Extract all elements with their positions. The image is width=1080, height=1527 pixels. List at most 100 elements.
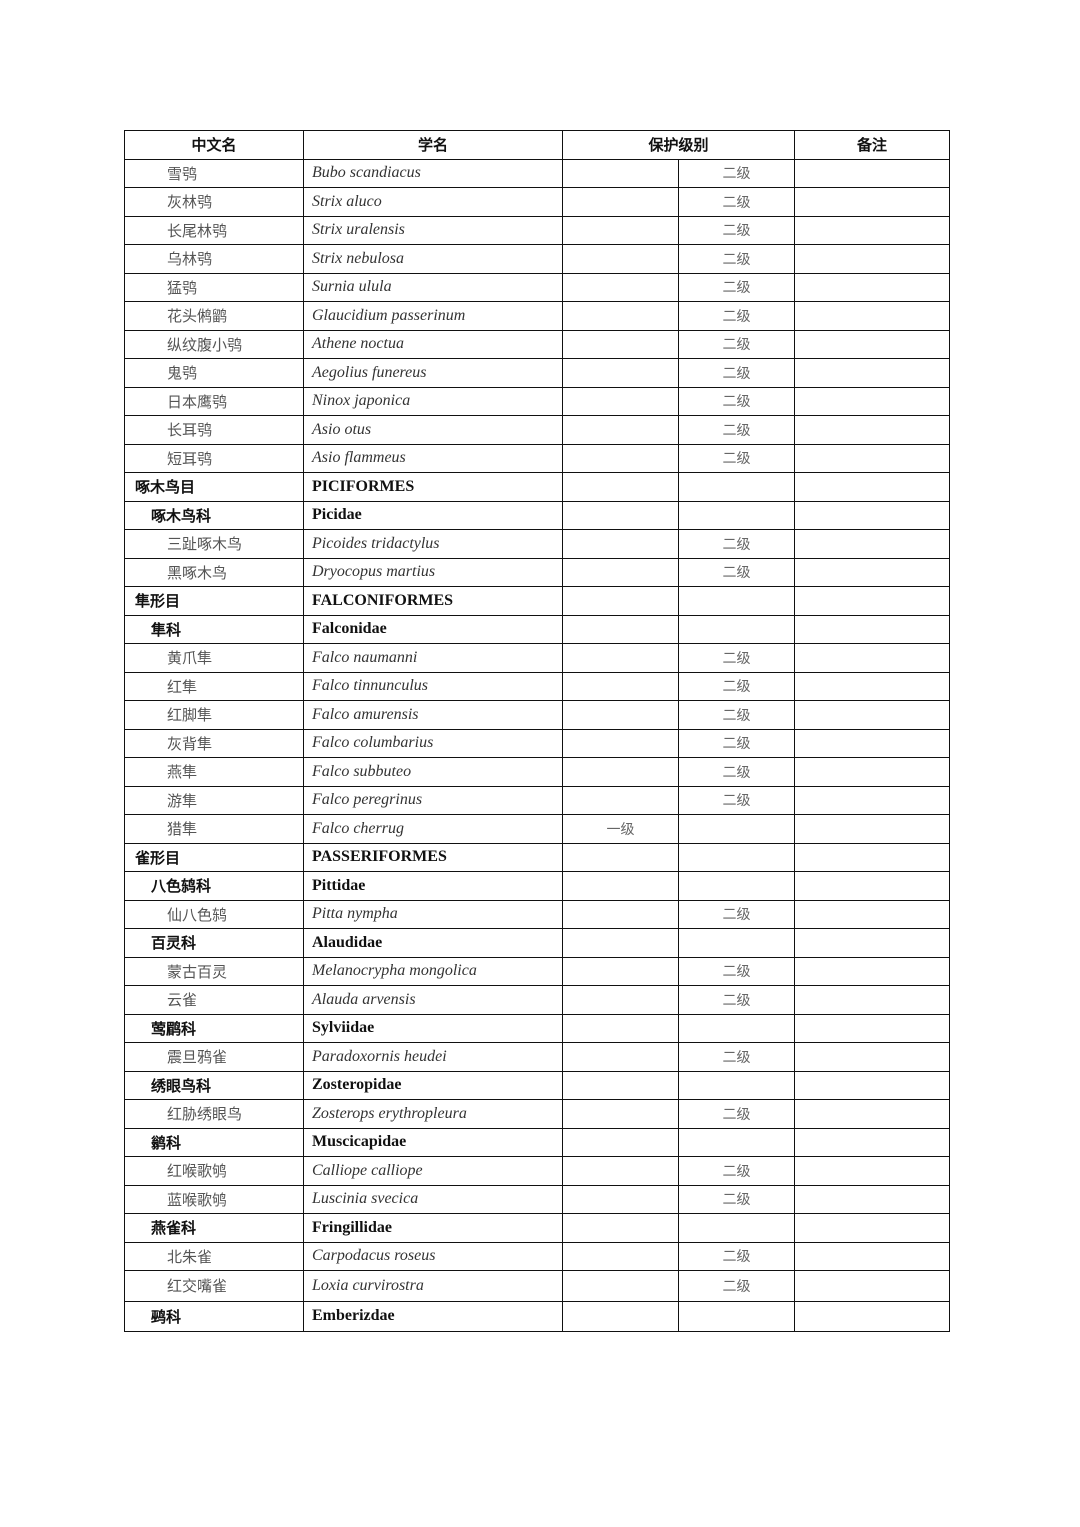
level-1-cell: 一级 [562, 814, 679, 844]
scientific-name-cell: Falco cherrug [303, 814, 563, 844]
note-cell [794, 956, 951, 986]
scientific-name-cell: Alauda arvensis [303, 985, 563, 1015]
level-1-cell [562, 1241, 679, 1271]
note-cell [794, 1156, 951, 1186]
family-row: 鹟科 Muscicapidae [124, 1127, 951, 1157]
species-row: 短耳鸮 Asio flammeus 二级 [124, 443, 951, 473]
level-2-cell [677, 1013, 796, 1043]
table-header-row: 中文名 学名 保护级别 备注 [124, 130, 951, 160]
level-2-cell [677, 871, 796, 901]
note-cell [794, 899, 951, 929]
note-cell [794, 728, 951, 758]
level-1-cell [562, 386, 679, 416]
scientific-name-cell: Strix uralensis [303, 215, 563, 245]
level-2-cell: 二级 [677, 956, 796, 986]
family-row: 燕雀科 Fringillidae [124, 1213, 951, 1243]
scientific-name-cell: Zosterops erythropleura [303, 1099, 563, 1129]
chinese-name-cell: 雀形目 [124, 842, 304, 872]
note-cell [794, 1070, 951, 1100]
level-2-cell [677, 1213, 796, 1243]
level-2-cell: 二级 [677, 301, 796, 331]
chinese-name-cell: 云雀 [124, 985, 304, 1015]
scientific-name-cell: Glaucidium passerinum [303, 301, 563, 331]
note-cell [794, 700, 951, 730]
scientific-name-cell: Picoides tridactylus [303, 529, 563, 559]
header-scientific-name: 学名 [303, 130, 563, 160]
species-row: 花头鸺鹠 Glaucidium passerinum 二级 [124, 301, 951, 331]
species-row: 红脚隼 Falco amurensis 二级 [124, 700, 951, 730]
level-2-cell: 二级 [677, 1270, 796, 1302]
note-cell [794, 842, 951, 872]
level-2-cell: 二级 [677, 1156, 796, 1186]
species-row: 长耳鸮 Asio otus 二级 [124, 415, 951, 445]
note-cell [794, 1099, 951, 1129]
species-row: 燕隼 Falco subbuteo 二级 [124, 757, 951, 787]
level-1-cell [562, 1013, 679, 1043]
scientific-name-cell: Carpodacus roseus [303, 1241, 563, 1271]
species-row: 灰林鸮 Strix aluco 二级 [124, 187, 951, 217]
species-row: 蒙古百灵 Melanocrypha mongolica 二级 [124, 956, 951, 986]
chinese-name-cell: 蒙古百灵 [124, 956, 304, 986]
level-2-cell: 二级 [677, 329, 796, 359]
level-2-cell [677, 842, 796, 872]
species-row: 三趾啄木鸟 Picoides tridactylus 二级 [124, 529, 951, 559]
level-1-cell [562, 1270, 679, 1302]
level-1-cell [562, 728, 679, 758]
scientific-name-cell: Strix nebulosa [303, 244, 563, 274]
level-1-cell [562, 842, 679, 872]
chinese-name-cell: 乌林鸮 [124, 244, 304, 274]
species-row: 红喉歌鸲 Calliope calliope 二级 [124, 1156, 951, 1186]
level-1-cell [562, 472, 679, 502]
chinese-name-cell: 鹀科 [124, 1300, 304, 1332]
level-2-cell: 二级 [677, 1184, 796, 1214]
note-cell [794, 158, 951, 188]
scientific-name-cell: Asio otus [303, 415, 563, 445]
species-row: 游隼 Falco peregrinus 二级 [124, 785, 951, 815]
order-row: 啄木鸟目 PICIFORMES [124, 472, 951, 502]
scientific-name-cell: Athene noctua [303, 329, 563, 359]
note-cell [794, 1300, 951, 1332]
note-cell [794, 386, 951, 416]
level-1-cell [562, 1184, 679, 1214]
level-2-cell: 二级 [677, 386, 796, 416]
scientific-name-cell: Calliope calliope [303, 1156, 563, 1186]
scientific-name-cell: Sylviidae [303, 1013, 563, 1043]
header-protection-level: 保护级别 [561, 130, 796, 160]
scientific-name-cell: PASSERIFORMES [303, 842, 563, 872]
chinese-name-cell: 红喉歌鸲 [124, 1156, 304, 1186]
family-row: 绣眼鸟科 Zosteropidae [124, 1070, 951, 1100]
note-cell [794, 1127, 951, 1157]
chinese-name-cell: 燕隼 [124, 757, 304, 787]
chinese-name-cell: 绣眼鸟科 [124, 1070, 304, 1100]
level-1-cell [562, 358, 679, 388]
level-1-cell [562, 1156, 679, 1186]
level-1-cell [562, 1213, 679, 1243]
note-cell [794, 358, 951, 388]
level-2-cell: 二级 [677, 443, 796, 473]
scientific-name-cell: Emberizdae [303, 1300, 563, 1332]
scientific-name-cell: PICIFORMES [303, 472, 563, 502]
scientific-name-cell: Aegolius funereus [303, 358, 563, 388]
level-2-cell: 二级 [677, 899, 796, 929]
family-row: 隼科 Falconidae [124, 614, 951, 644]
family-row: 啄木鸟科 Picidae [124, 500, 951, 530]
table-body: 雪鸮 Bubo scandiacus 二级 灰林鸮 Strix aluco 二级 长尾林鸮 S… [124, 158, 951, 1332]
note-cell [794, 785, 951, 815]
chinese-name-cell: 纵纹腹小鸮 [124, 329, 304, 359]
species-row: 猛鸮 Surnia ulula 二级 [124, 272, 951, 302]
scientific-name-cell: Fringillidae [303, 1213, 563, 1243]
level-1-cell [562, 757, 679, 787]
level-2-cell [677, 1127, 796, 1157]
note-cell [794, 301, 951, 331]
chinese-name-cell: 红交嘴雀 [124, 1270, 304, 1302]
species-row: 蓝喉歌鸲 Luscinia svecica 二级 [124, 1184, 951, 1214]
level-2-cell: 二级 [677, 244, 796, 274]
level-2-cell [677, 928, 796, 958]
note-cell [794, 443, 951, 473]
chinese-name-cell: 红脚隼 [124, 700, 304, 730]
scientific-name-cell: Ninox japonica [303, 386, 563, 416]
level-1-cell [562, 301, 679, 331]
note-cell [794, 1013, 951, 1043]
level-1-cell [562, 1099, 679, 1129]
level-2-cell [677, 614, 796, 644]
